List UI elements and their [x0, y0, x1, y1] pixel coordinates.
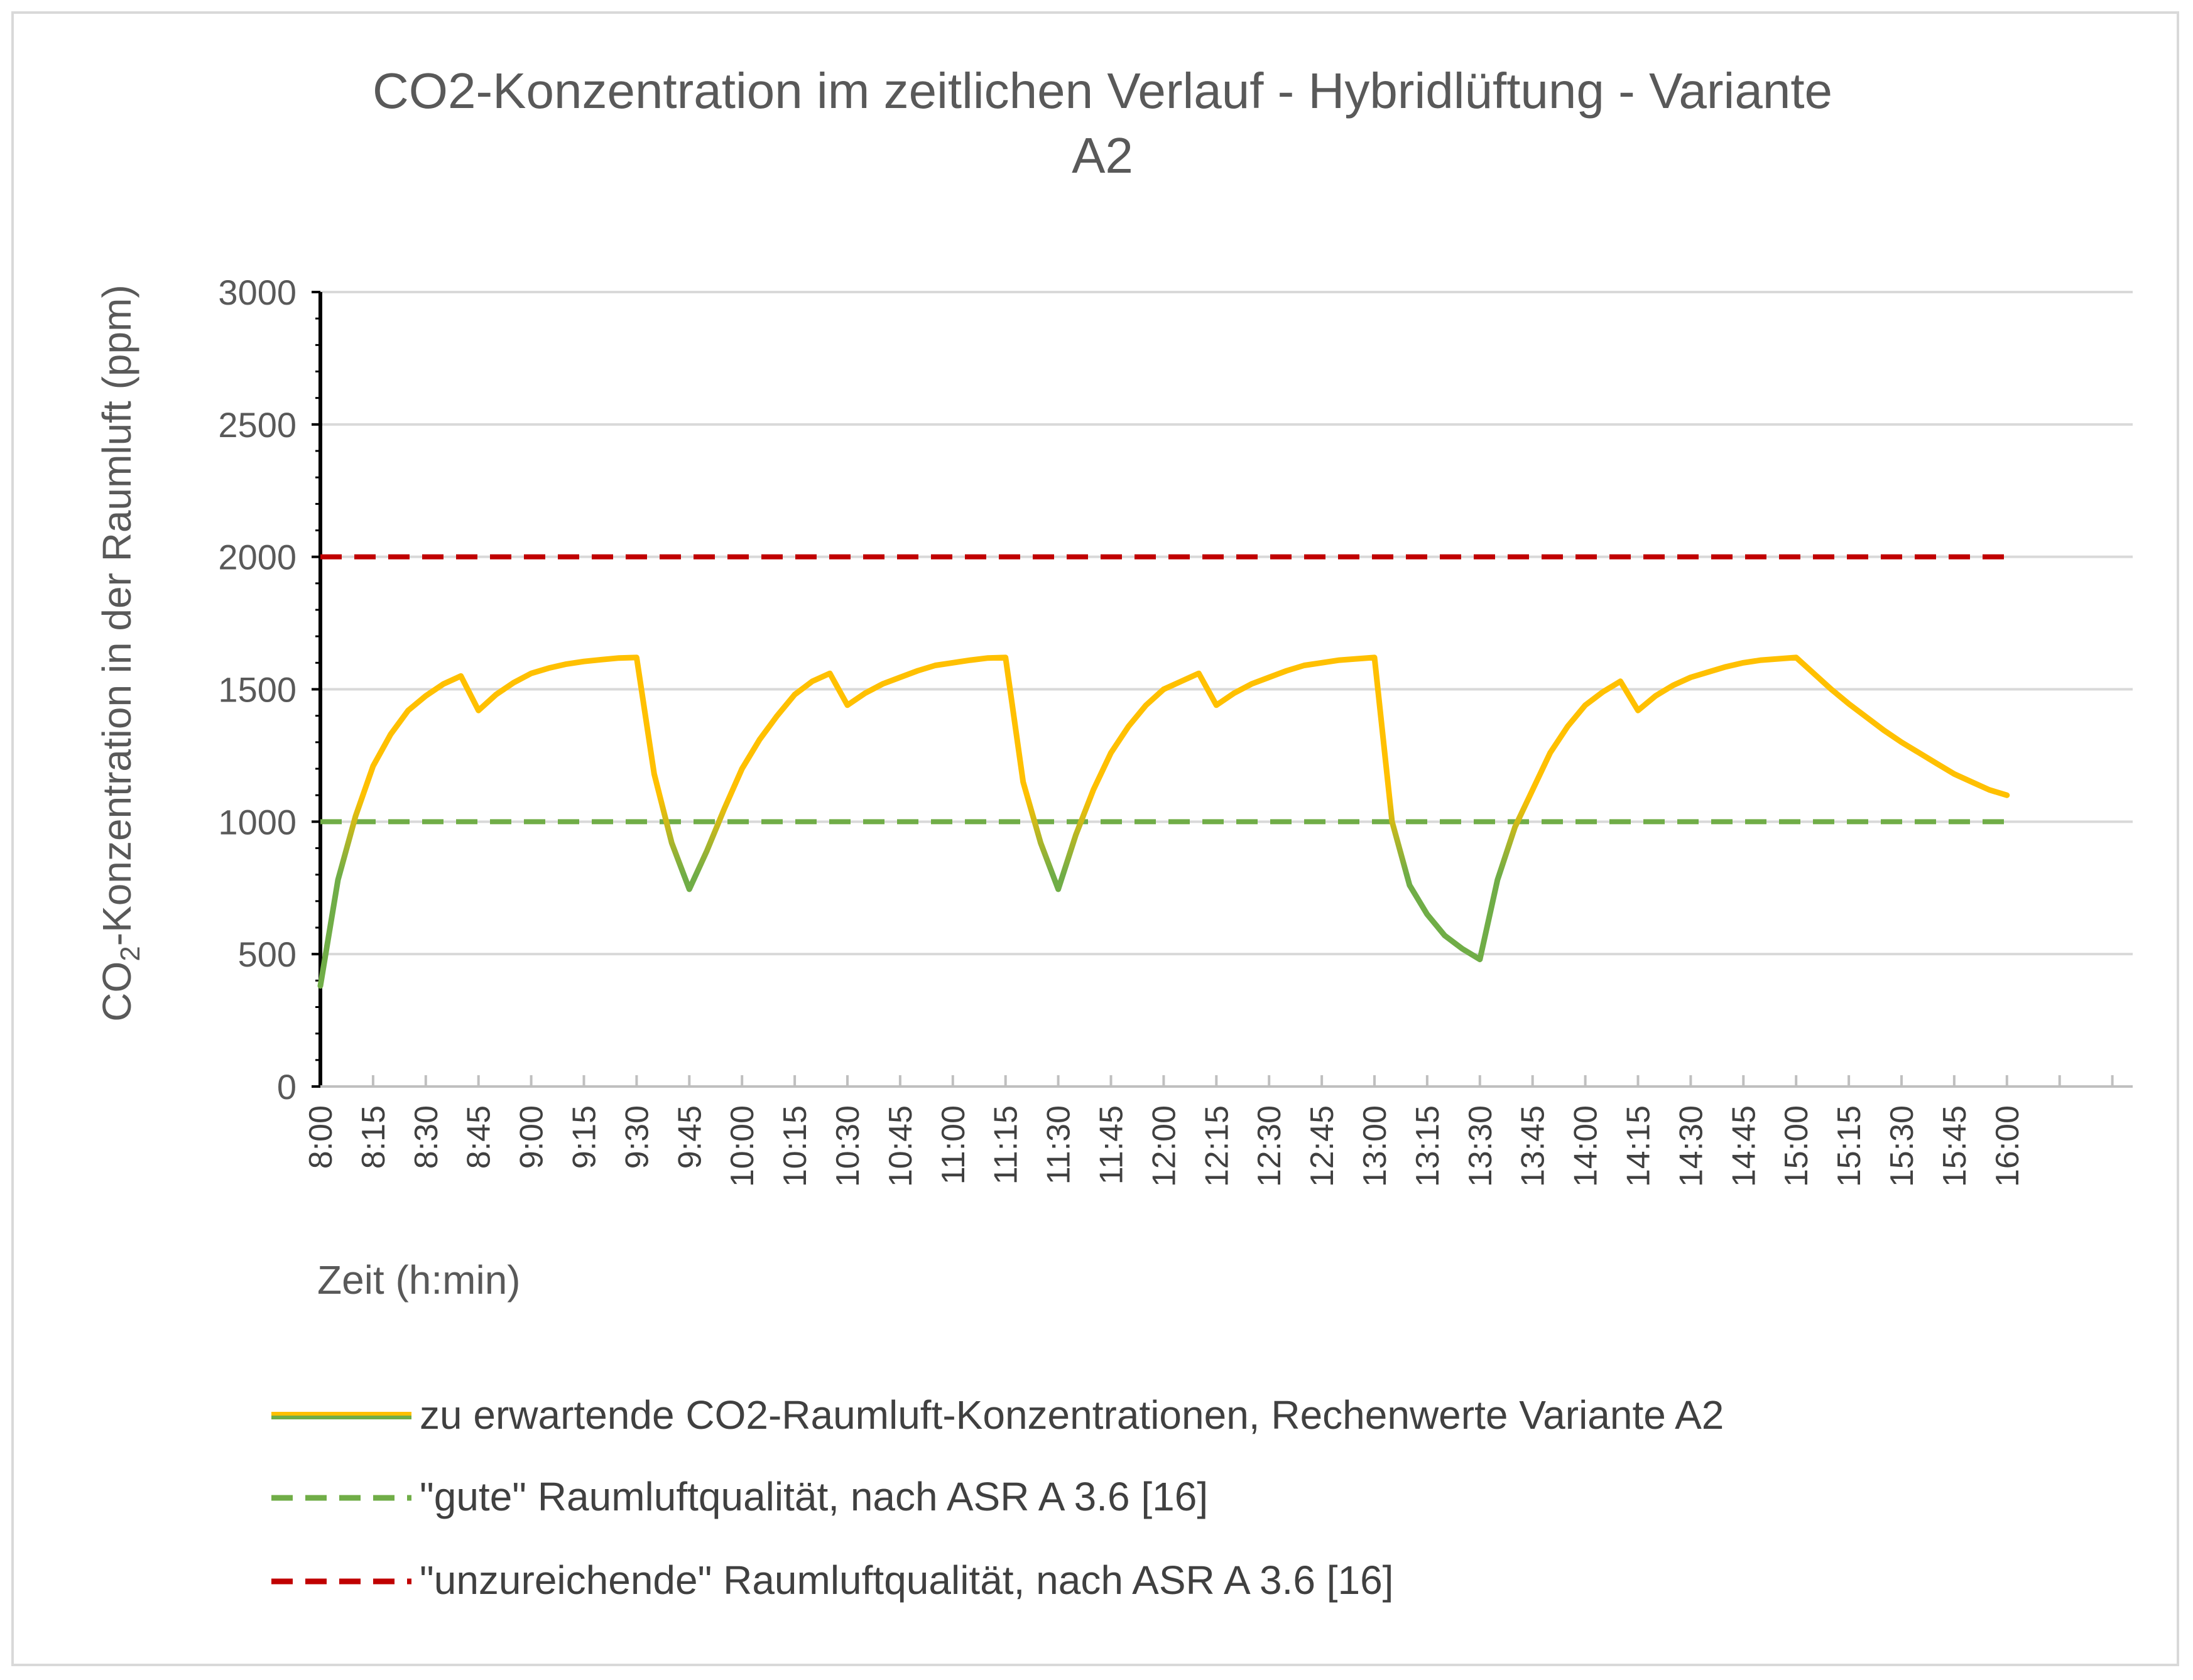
x-tick-label: 14:30 [1673, 1105, 1709, 1187]
y-tick-label: 500 [238, 935, 297, 974]
x-tick-label: 10:00 [724, 1105, 761, 1187]
x-tick-label: 11:45 [1094, 1105, 1130, 1184]
x-tick-label: 9:00 [514, 1105, 550, 1169]
x-tick-label: 9:15 [567, 1105, 603, 1169]
y-tick-label: 3000 [218, 273, 297, 312]
x-tick-label: 11:00 [935, 1105, 972, 1184]
x-tick-label: 15:15 [1831, 1105, 1868, 1187]
y-tick-label: 2000 [218, 538, 297, 577]
y-tick-labels: 0 500 1000 1500 2000 2500 3000 [218, 273, 320, 1107]
legend: zu erwartende CO2-Raumluft-Konzentration… [271, 1392, 1724, 1603]
legend-label-co2: zu erwartende CO2-Raumluft-Konzentration… [420, 1392, 1724, 1438]
x-tick-label: 14:45 [1726, 1105, 1762, 1187]
x-tick-label: 12:00 [1146, 1105, 1182, 1187]
x-tick-label: 10:45 [883, 1105, 919, 1187]
x-tick-label: 13:00 [1357, 1105, 1393, 1187]
x-tick-label: 11:30 [1041, 1105, 1077, 1184]
legend-label-good: "gute" Raumluftqualität, nach ASR A 3.6 … [420, 1474, 1208, 1519]
x-tick-label: 16:00 [1989, 1105, 2026, 1187]
x-tick-labels: 8:00 8:15 8:30 8:45 9:00 9:15 9:30 9:45 10:00 10:… [303, 1075, 2114, 1187]
x-tick-label: 11:15 [988, 1105, 1025, 1184]
x-tick-label: 10:30 [830, 1105, 866, 1187]
x-tick-label: 15:45 [1937, 1105, 1973, 1187]
x-tick-label: 15:00 [1778, 1105, 1815, 1187]
chart-title-line-1: CO2-Konzentration im zeitlichen Verlauf … [373, 63, 1832, 119]
chart-title-line-2: A2 [1072, 127, 1133, 183]
y-tick-label: 1000 [218, 802, 297, 842]
x-tick-label: 8:45 [461, 1105, 498, 1169]
x-tick-label: 12:15 [1199, 1105, 1235, 1187]
co2-concentration-line [317, 654, 2010, 989]
y-tick-label: 1500 [218, 670, 297, 710]
y-axis-label-subscript: 2 [115, 946, 146, 961]
x-tick-label: 9:30 [619, 1105, 655, 1169]
chart-frame [11, 11, 2179, 1666]
y-tick-label: 2500 [218, 405, 297, 445]
x-tick-label: 8:15 [356, 1105, 392, 1169]
y-axis-label: CO2-Konzentration in der Raumluft (ppm) [94, 285, 146, 1021]
x-tick-label: 10:15 [777, 1105, 814, 1187]
x-tick-label: 14:00 [1568, 1105, 1604, 1187]
y-tick-label: 0 [277, 1067, 297, 1107]
y-axis-label-suffix: -Konzentration in der Raumluft (ppm) [94, 285, 139, 946]
x-tick-label: 12:45 [1304, 1105, 1341, 1187]
chart-title: CO2-Konzentration im zeitlichen Verlauf … [373, 63, 1832, 183]
x-tick-label: 8:00 [303, 1105, 339, 1169]
x-tick-label: 12:30 [1251, 1105, 1288, 1187]
x-tick-label: 14:15 [1621, 1105, 1657, 1187]
series [317, 554, 2010, 989]
x-tick-label: 15:30 [1884, 1105, 1920, 1187]
axes [318, 292, 2133, 1088]
x-tick-label: 8:30 [408, 1105, 445, 1169]
legend-label-insufficient: "unzureichende" Raumluftqualität, nach A… [420, 1558, 1393, 1603]
x-tick-label: 13:30 [1462, 1105, 1499, 1187]
y-axis-label-prefix: CO [94, 962, 139, 1022]
x-tick-label: 9:45 [672, 1105, 708, 1169]
x-tick-label: 13:15 [1410, 1105, 1446, 1187]
x-axis-label: Zeit (h:min) [317, 1257, 521, 1303]
x-tick-label: 13:45 [1515, 1105, 1552, 1187]
gridlines [320, 291, 2133, 956]
